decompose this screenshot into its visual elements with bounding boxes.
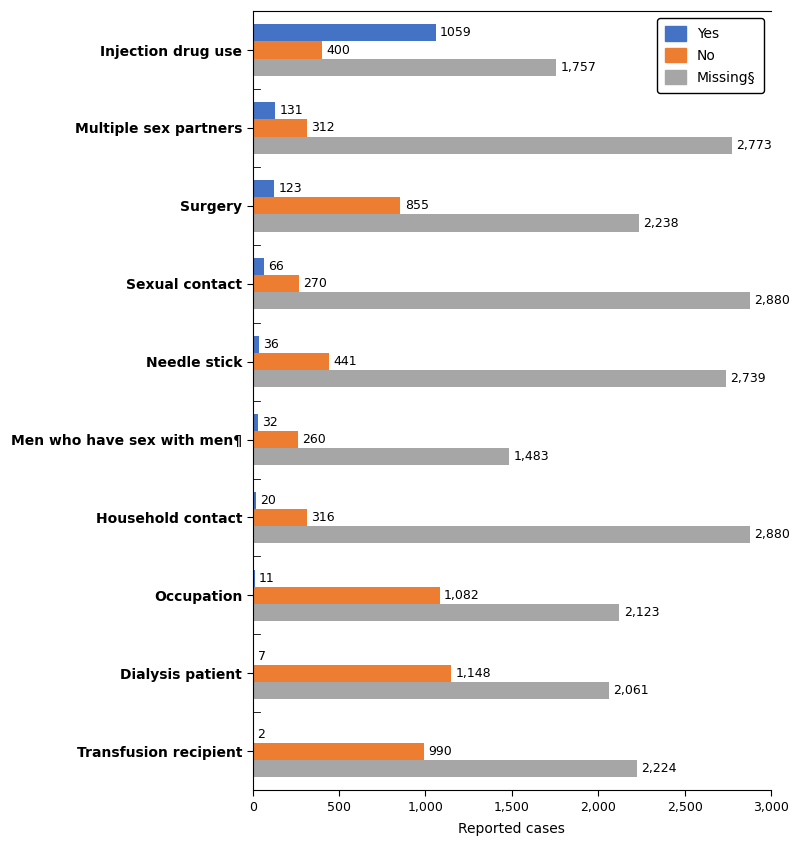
Bar	[253, 665, 451, 682]
Bar	[253, 119, 306, 136]
Text: 32: 32	[262, 416, 278, 429]
Text: 131: 131	[280, 104, 303, 118]
Text: 2,880: 2,880	[754, 295, 790, 307]
Bar	[253, 570, 254, 587]
Bar	[253, 414, 258, 431]
Text: 2,123: 2,123	[624, 606, 659, 619]
Text: 2,224: 2,224	[642, 761, 677, 775]
Bar	[253, 682, 609, 699]
Text: 855: 855	[405, 199, 429, 213]
Bar	[253, 180, 274, 197]
Text: 1,148: 1,148	[455, 667, 491, 680]
Text: 1,757: 1,757	[561, 61, 596, 74]
Bar	[253, 102, 275, 119]
Bar	[253, 275, 299, 292]
Text: 270: 270	[304, 277, 327, 291]
Text: 11: 11	[259, 572, 274, 584]
Text: 2,880: 2,880	[754, 529, 790, 541]
Text: 441: 441	[333, 355, 357, 368]
Bar	[253, 197, 400, 214]
X-axis label: Reported cases: Reported cases	[458, 822, 566, 836]
Bar	[253, 448, 509, 465]
Bar	[253, 760, 637, 777]
Text: 400: 400	[326, 43, 350, 57]
Text: 2,773: 2,773	[736, 139, 772, 152]
Bar	[253, 370, 726, 387]
Bar	[253, 336, 259, 353]
Text: 316: 316	[311, 511, 335, 524]
Bar	[253, 25, 436, 42]
Bar	[253, 431, 298, 448]
Text: 2,739: 2,739	[730, 373, 766, 385]
Bar	[253, 136, 732, 153]
Bar	[253, 292, 750, 309]
Text: 2,061: 2,061	[613, 684, 649, 697]
Bar	[253, 258, 264, 275]
Legend: Yes, No, Missing§: Yes, No, Missing§	[657, 18, 764, 93]
Text: 260: 260	[302, 433, 326, 446]
Bar	[253, 604, 619, 621]
Text: 2,238: 2,238	[644, 217, 679, 230]
Text: 7: 7	[258, 650, 266, 662]
Bar	[253, 743, 424, 760]
Bar	[253, 353, 329, 370]
Bar	[253, 648, 254, 665]
Text: 2: 2	[258, 728, 265, 740]
Text: 1059: 1059	[440, 26, 472, 40]
Bar	[253, 509, 307, 526]
Bar	[253, 526, 750, 543]
Text: 20: 20	[261, 494, 276, 507]
Bar	[253, 42, 322, 58]
Text: 1,082: 1,082	[444, 589, 480, 602]
Text: 66: 66	[268, 260, 284, 273]
Bar	[253, 214, 639, 231]
Text: 312: 312	[311, 121, 334, 135]
Text: 990: 990	[428, 745, 452, 758]
Bar	[253, 492, 256, 509]
Text: 123: 123	[278, 182, 302, 195]
Text: 36: 36	[263, 338, 279, 351]
Bar	[253, 58, 556, 75]
Bar	[253, 587, 439, 604]
Text: 1,483: 1,483	[513, 451, 549, 463]
